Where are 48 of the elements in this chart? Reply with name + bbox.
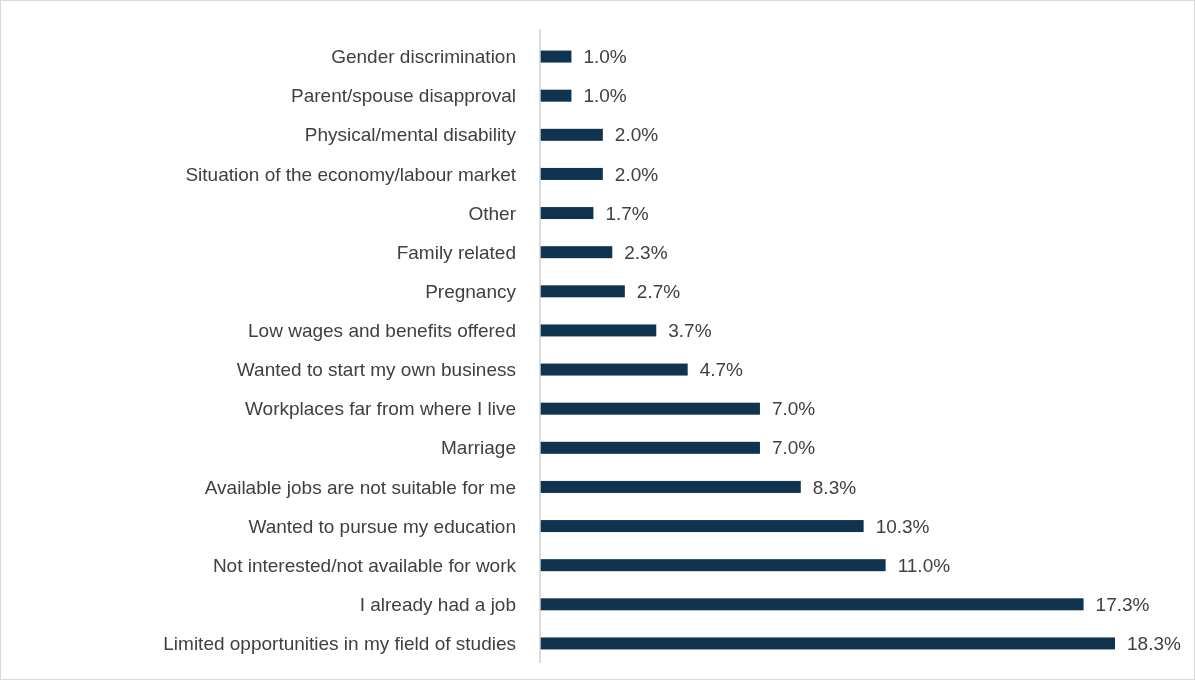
bar: [540, 324, 657, 337]
y-tick-label: Gender discrimination: [331, 46, 516, 68]
y-tick-label: Available jobs are not suitable for me: [204, 476, 516, 498]
bar: [540, 50, 572, 63]
y-tick-label: Wanted to pursue my education: [248, 515, 516, 537]
y-tick-label: Wanted to start my own business: [236, 359, 516, 381]
data-label: 10.3%: [875, 515, 930, 537]
data-label: 17.3%: [1095, 593, 1150, 615]
y-tick-label: Physical/mental disability: [304, 124, 517, 146]
bar: [540, 559, 886, 572]
bar: [540, 363, 688, 376]
y-tick-label: Low wages and benefits offered: [248, 320, 516, 342]
bar: [540, 480, 801, 493]
bar: [540, 637, 1115, 650]
data-label: 1.7%: [605, 202, 649, 224]
data-label: 2.0%: [614, 163, 659, 185]
bar: [540, 285, 625, 298]
bar: [540, 207, 594, 220]
data-label: 4.7%: [699, 359, 744, 381]
bar: [540, 441, 760, 454]
data-label: 2.0%: [614, 124, 659, 146]
data-label: 18.3%: [1127, 633, 1181, 655]
bar: [540, 167, 603, 180]
y-tick-label: Situation of the economy/labour market: [185, 163, 517, 185]
data-label: 2.3%: [624, 241, 668, 263]
y-tick-label: Workplaces far from where I live: [244, 398, 516, 420]
data-label: 2.7%: [636, 280, 681, 302]
bar: [540, 246, 613, 259]
y-tick-label: Limited opportunities in my field of studies: [163, 633, 516, 655]
data-label: 3.7%: [668, 320, 712, 342]
y-tick-label: Not interested/not available for work: [212, 554, 517, 576]
data-label: 8.3%: [812, 476, 857, 498]
y-tick-label: Parent/spouse disapproval: [291, 85, 516, 107]
bar: [540, 402, 760, 415]
bar: [540, 128, 603, 141]
y-tick-label: Family related: [396, 241, 516, 263]
y-tick-label: Pregnancy: [425, 280, 517, 302]
bar: [540, 520, 864, 533]
data-label: 1.0%: [583, 85, 627, 107]
y-tick-label: I already had a job: [359, 593, 516, 615]
bar: [540, 89, 572, 102]
data-label: 7.0%: [771, 398, 816, 420]
y-tick-label: Other: [468, 202, 517, 224]
data-label: 7.0%: [771, 437, 816, 459]
bar: [540, 598, 1084, 611]
y-tick-label: Marriage: [441, 437, 516, 459]
data-label: 11.0%: [897, 554, 951, 576]
data-label: 1.0%: [583, 46, 627, 68]
